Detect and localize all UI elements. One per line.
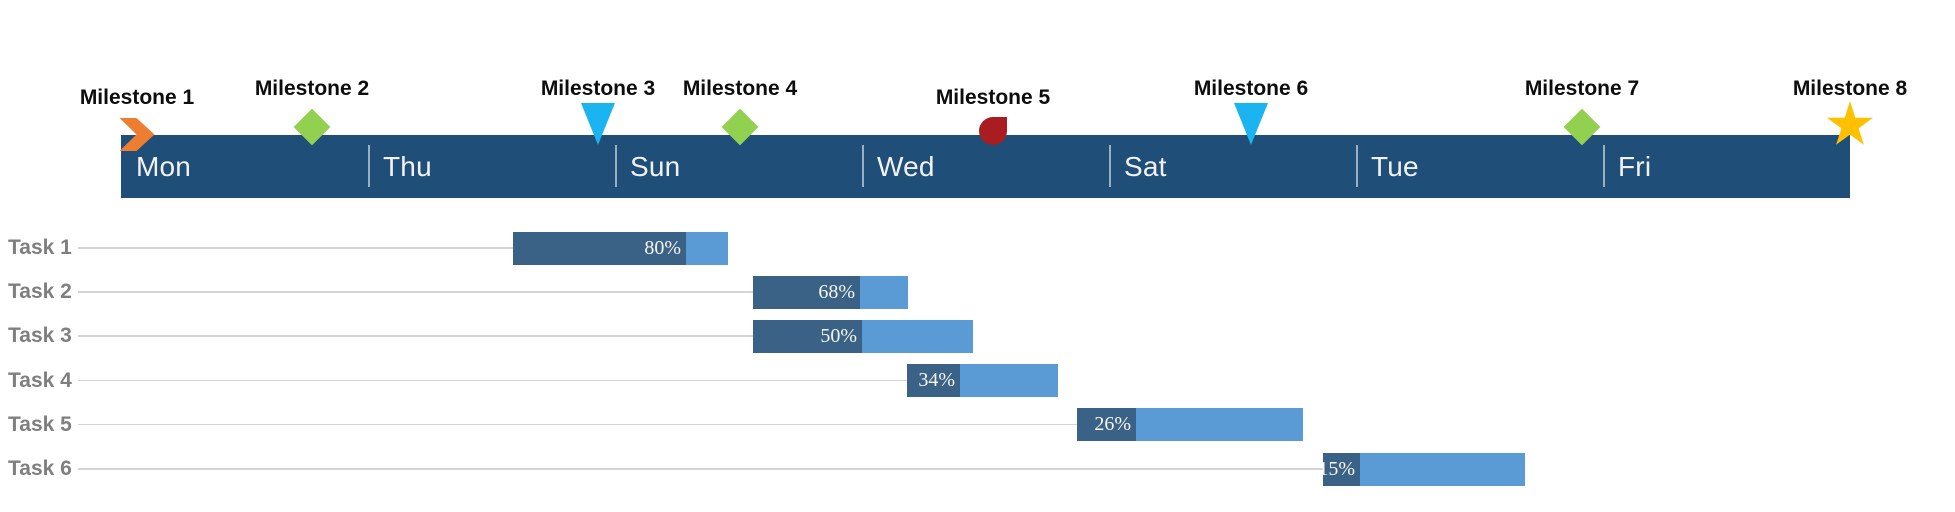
task-connector-line <box>78 379 907 382</box>
milestone-label: Milestone 6 <box>1193 77 1309 100</box>
task-bar-complete-segment: 50% <box>753 319 862 353</box>
task-bar-remaining-segment <box>1136 408 1303 442</box>
task-bar-remaining-segment <box>862 319 973 353</box>
timeline-band: Mon Thu Sun Wed Sat Tue Fri <box>121 135 1850 198</box>
task-connector-line <box>78 423 1077 426</box>
segment-divider-line <box>368 145 370 187</box>
teardrop-milestone-icon <box>979 117 1007 145</box>
milestone-label: Milestone 5 <box>935 86 1051 109</box>
task-bar: 15% <box>1318 452 1525 486</box>
star-milestone-icon <box>1826 101 1874 146</box>
day-label: Wed <box>877 150 935 182</box>
day-label: Sun <box>630 150 681 182</box>
task-percent-label: 15% <box>1318 457 1355 480</box>
task-bar-complete-segment: 26% <box>1077 408 1136 442</box>
triangle-down-milestone-icon <box>581 103 615 145</box>
task-percent-label: 68% <box>818 280 855 303</box>
task-label: Task 3 <box>8 324 72 348</box>
task-connector-line <box>78 247 513 249</box>
task-bar: 68% <box>753 275 908 309</box>
timeline-segment: Tue <box>1356 135 1603 198</box>
timeline-segment: Wed <box>862 135 1109 198</box>
segment-divider-line <box>615 145 617 187</box>
task-percent-label: 26% <box>1094 413 1131 436</box>
milestone-label: Milestone 3 <box>540 77 656 100</box>
diamond-fill <box>1563 108 1601 146</box>
diamond-milestone-icon <box>1563 108 1601 146</box>
task-percent-label: 80% <box>644 236 681 259</box>
task-label: Task 6 <box>8 457 72 480</box>
task-bar-complete-segment: 15% <box>1318 452 1360 486</box>
task-label: Task 5 <box>8 412 72 436</box>
diamond-milestone-icon <box>721 108 759 146</box>
timeline-segment: Sun <box>615 135 862 198</box>
task-connector-line <box>78 468 1323 470</box>
day-label: Mon <box>136 150 192 182</box>
milestone-label: Milestone 7 <box>1524 77 1640 100</box>
triangle-down-milestone-icon <box>1234 103 1268 145</box>
task-bar-complete-segment: 68% <box>753 275 860 309</box>
task-bar-remaining-segment <box>860 275 908 309</box>
segment-divider-line <box>1109 145 1111 187</box>
task-bar-remaining-segment <box>1360 452 1525 486</box>
task-bar-remaining-segment <box>686 231 728 265</box>
day-label: Tue <box>1371 150 1419 182</box>
milestone-label: Milestone 4 <box>682 77 798 100</box>
task-bar: 50% <box>753 319 973 353</box>
task-connector-line <box>78 291 753 293</box>
timeline-segment: Mon <box>121 135 368 198</box>
task-label: Task 2 <box>8 280 72 304</box>
task-percent-label: 50% <box>820 324 857 347</box>
timeline-segment: Fri <box>1603 135 1850 198</box>
task-bar: 26% <box>1077 408 1303 442</box>
day-label: Sat <box>1124 150 1167 182</box>
task-connector-line <box>78 335 753 337</box>
task-bar-remaining-segment <box>960 364 1058 398</box>
day-label: Thu <box>383 150 432 182</box>
diamond-fill <box>721 108 759 146</box>
task-bar: 34% <box>907 364 1058 398</box>
chevron-milestone-icon <box>119 118 155 151</box>
milestone-label: Milestone 2 <box>254 77 370 100</box>
segment-divider-line <box>1356 145 1358 187</box>
timeline-segment: Thu <box>368 135 615 198</box>
timeline-segment: Sat <box>1109 135 1356 198</box>
milestone-label: Milestone 8 <box>1792 77 1908 100</box>
task-bar-complete-segment: 34% <box>907 364 960 398</box>
task-bar: 80% <box>513 231 728 265</box>
diamond-milestone-icon <box>293 108 331 146</box>
task-label: Task 4 <box>8 368 72 392</box>
task-label: Task 1 <box>8 236 72 259</box>
diamond-fill <box>293 108 331 146</box>
day-label: Fri <box>1618 150 1652 182</box>
task-percent-label: 34% <box>918 369 955 392</box>
milestone-label: Milestone 1 <box>79 86 195 109</box>
segment-divider-line <box>862 145 864 187</box>
segment-divider-line <box>1603 145 1605 187</box>
task-bar-complete-segment: 80% <box>513 231 686 265</box>
